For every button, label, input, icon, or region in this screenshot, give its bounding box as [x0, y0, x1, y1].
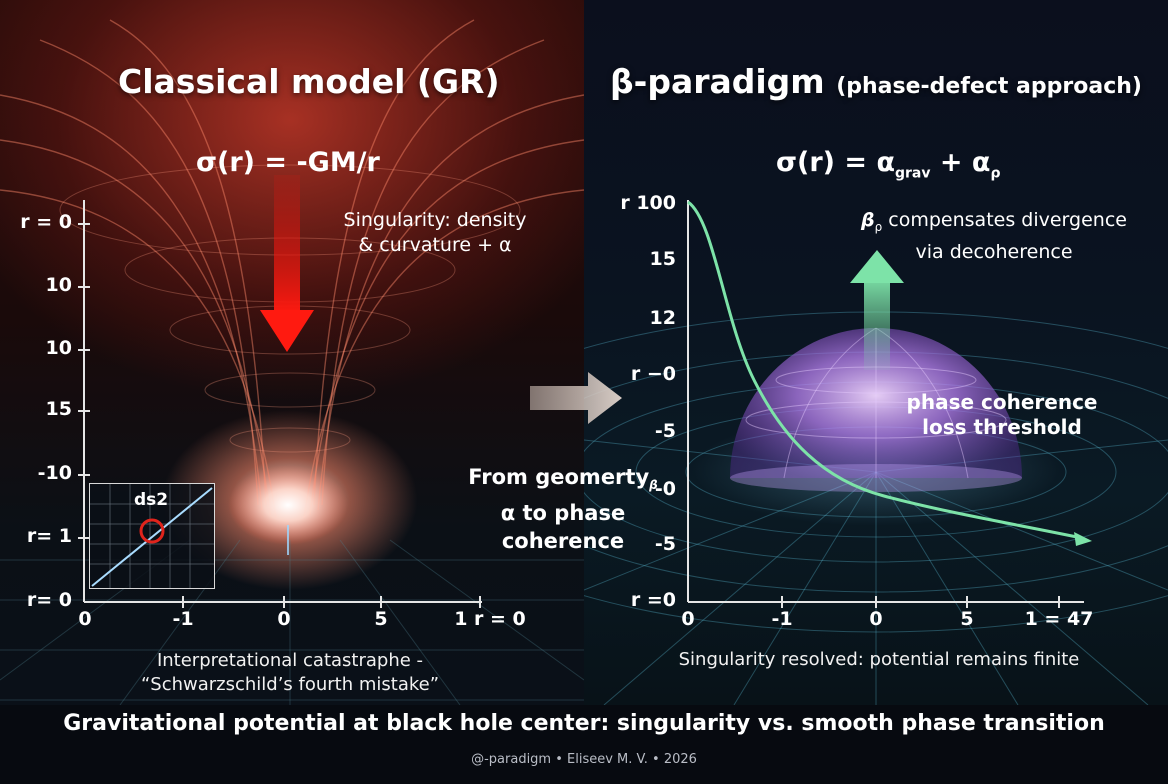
beta-paradigm-panel: β-paradigm (phase-defect approach) σ(r) …: [584, 0, 1168, 705]
potential-curve: [687, 200, 1083, 540]
inset-circle: [139, 518, 165, 544]
inset-label: ds2: [134, 490, 169, 510]
phase-dome-illustration: [584, 200, 1168, 705]
left-y-tick-7: r= 0: [26, 589, 72, 611]
figure-footer: Gravitational potential at black hole ce…: [63, 711, 1105, 736]
classical-caption: Interpretational catastraphe - “Schwarzs…: [100, 649, 480, 697]
credit-line: @-paradigm • Eliseev M. V. • 2026: [471, 752, 697, 767]
decoherence-arrow: [850, 250, 904, 370]
right-x-tick-3: 0: [869, 608, 883, 630]
beta-compensation-note: βρ compensates divergence via decoherenc…: [834, 208, 1154, 265]
left-x-tick-2: -1: [172, 608, 194, 630]
beta-symbol-sub: ρ: [874, 219, 883, 234]
right-y-tick-7: -5: [654, 533, 676, 555]
transition-sub: β: [649, 478, 658, 493]
beta-note-line1: compensates divergence: [882, 209, 1127, 231]
curve-arrowhead: [1074, 532, 1092, 546]
right-x-axis-ticks: [781, 596, 1060, 608]
left-y-tick-1: r = 0: [20, 211, 72, 233]
beta-formula: σ(r) = αgrav + αρ: [776, 147, 1001, 181]
collapse-arrow: [260, 175, 314, 352]
right-y-tick-3: 12: [649, 307, 676, 329]
beta-formula-sub2: ρ: [990, 165, 1001, 182]
classical-caption-line1: Interpretational catastraphe -: [156, 650, 424, 671]
right-x-tick-5: 1 = 47: [1024, 608, 1094, 630]
left-y-tick-6: r= 1: [26, 525, 72, 547]
left-y-tick-4: 15: [45, 398, 72, 420]
gravity-well-illustration: [0, 19, 584, 705]
singularity-annotation-line1: Singularity: density: [343, 209, 527, 231]
right-y-tick-1: r 100: [620, 192, 676, 214]
coherence-threshold-line1: phase coherence: [906, 390, 1098, 414]
beta-formula-sub1: grav: [895, 165, 931, 182]
right-y-tick-6: -0: [654, 478, 676, 500]
beta-formula-plus: + α: [930, 147, 991, 178]
funnel-lines: [0, 19, 584, 519]
transition-line1: From geomerty: [468, 465, 650, 489]
beta-title: β-paradigm (phase-defect approach): [610, 62, 1142, 101]
floor-grid: [0, 539, 584, 705]
phase-dome: [730, 328, 1022, 478]
y-axis-ticks: [78, 223, 90, 539]
transition-label: From geomertyβ α to phase coherence: [468, 463, 658, 555]
left-x-tick-1: 0: [78, 608, 92, 630]
left-y-tick-3: 10: [45, 337, 72, 359]
left-y-tick-5: -10: [37, 462, 72, 484]
x-axis-ticks: [182, 596, 481, 608]
classical-model-panel: Classical model (GR) σ(r) = -GM/r r = 0 …: [0, 0, 584, 705]
transition-line2: α to phase: [500, 501, 626, 526]
beta-caption: Singularity resolved: potential remains …: [678, 649, 1080, 670]
beta-symbol: β: [861, 209, 875, 231]
transition-arrow: [530, 372, 622, 424]
beta-formula-main: σ(r) = α: [776, 147, 895, 178]
beta-note-line2: via decoherence: [915, 240, 1073, 263]
right-y-tick-2: 15: [649, 248, 676, 270]
left-x-tick-4: 5: [374, 608, 388, 630]
inset-graph: [90, 484, 214, 588]
classical-title: Classical model (GR): [118, 62, 500, 101]
left-x-tick-3: 0: [277, 608, 291, 630]
right-y-tick-4: r −0: [630, 363, 676, 385]
beta-title-sub: (phase-defect approach): [836, 74, 1142, 99]
singularity-annotation-line2: & curvature + α: [358, 234, 512, 256]
classical-caption-line2: “Schwarzschild’s fourth mistake”: [140, 674, 440, 695]
right-x-tick-1: 0: [681, 608, 695, 630]
coherence-threshold-line2: loss threshold: [922, 415, 1082, 439]
right-x-tick-4: 5: [960, 608, 974, 630]
right-y-tick-5: -5: [654, 420, 676, 442]
classical-formula: σ(r) = -GM/r: [196, 147, 380, 178]
left-x-tick-5: 1 r = 0: [454, 608, 526, 630]
left-y-tick-2: 10: [45, 274, 72, 296]
singularity-annotation: Singularity: density & curvature + α: [320, 208, 550, 258]
right-y-tick-8: r =0: [630, 589, 676, 611]
right-x-tick-2: -1: [771, 608, 793, 630]
transition-line3: coherence: [501, 529, 625, 554]
coherence-threshold-label: phase coherence loss threshold: [902, 390, 1102, 440]
metric-inset: ds2: [89, 483, 215, 589]
beta-title-main: β-paradigm: [610, 62, 825, 101]
